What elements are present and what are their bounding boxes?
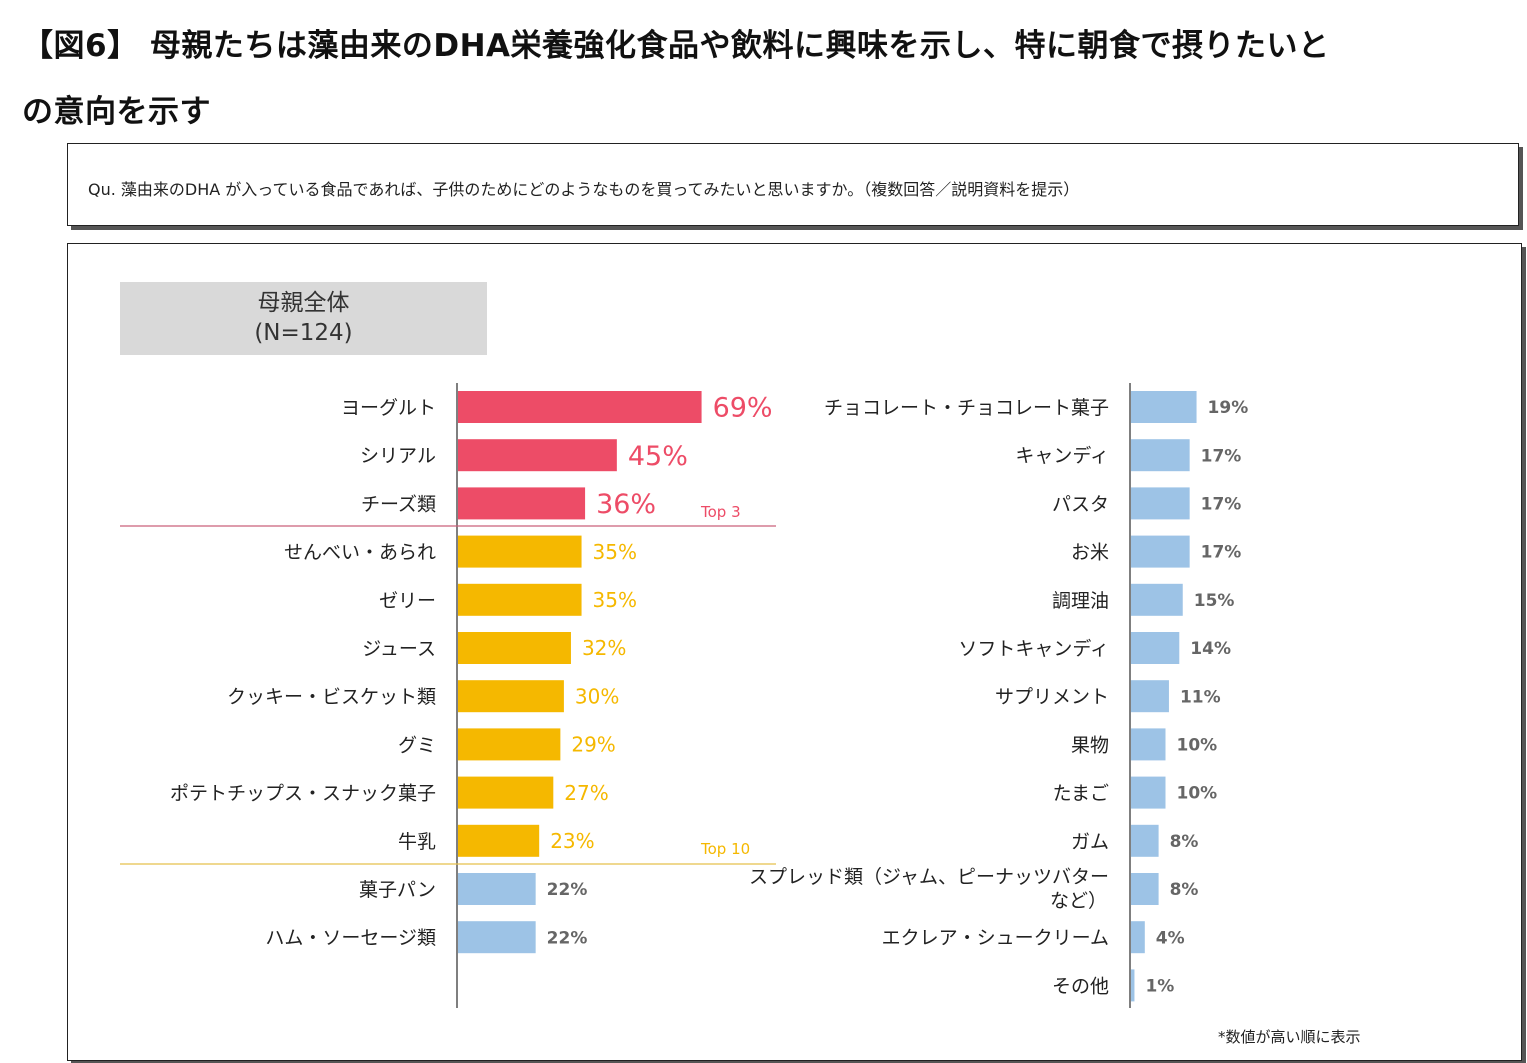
left-value-label: 45% — [628, 441, 688, 472]
top3-marker-label: Top 3 — [700, 503, 741, 521]
right-category-label: エクレア・シュークリーム — [882, 927, 1109, 949]
left-bar — [458, 583, 582, 616]
right-value-label: 10% — [1177, 784, 1218, 804]
left-bar — [458, 632, 571, 664]
left-bar — [458, 439, 617, 472]
right-category-label: ガム — [1071, 831, 1109, 853]
question-box: Qu. 藻由来のDHA が入っている食品であれば、子供のためにどのようなものを買… — [67, 143, 1519, 226]
left-value-label: 36% — [596, 489, 656, 520]
right-value-label: 8% — [1170, 880, 1199, 900]
left-value-label: 35% — [593, 588, 637, 612]
left-category-label: チーズ類 — [361, 493, 436, 515]
left-category-label: ジュース — [362, 638, 436, 660]
right-category-label: パスタ — [1052, 493, 1109, 515]
right-value-label: 4% — [1156, 928, 1185, 948]
right-bar — [1131, 632, 1180, 664]
right-value-label: 15% — [1194, 591, 1235, 611]
left-category-label: ゼリー — [379, 590, 436, 612]
right-value-label: 19% — [1208, 398, 1249, 418]
left-bar — [458, 728, 561, 761]
left-value-label: 35% — [593, 540, 637, 564]
left-value-label: 29% — [571, 733, 615, 757]
left-category-label: シリアル — [360, 445, 436, 467]
right-category-label: キャンディ — [1015, 445, 1109, 467]
left-value-label: 22% — [547, 928, 588, 948]
right-bar — [1131, 824, 1159, 857]
left-bar — [458, 776, 554, 809]
left-value-label: 32% — [582, 636, 626, 660]
left-bar — [458, 391, 702, 423]
left-bar — [458, 680, 564, 713]
left-bar — [458, 535, 582, 568]
right-category-label: サプリメント — [995, 686, 1109, 708]
respondent-group-box: 母親全体 (N=124) — [120, 282, 487, 355]
figure-title-line1: 【図6】 母親たちは藻由来のDHA栄養強化食品や飲料に興味を示し、特に朝食で摂り… — [22, 28, 1330, 64]
right-category-label: ソフトキャンディ — [958, 638, 1109, 660]
left-category-label: ヨーグルト — [341, 397, 436, 419]
right-category-label: 調理油 — [1052, 590, 1109, 612]
right-category-label: 果物 — [1071, 734, 1109, 756]
right-bar — [1131, 921, 1145, 954]
right-bar — [1131, 873, 1159, 905]
footnote: *数値が高い順に表示 — [1218, 1028, 1361, 1046]
right-category-label: など） — [1050, 890, 1107, 912]
right-bar — [1131, 776, 1166, 809]
left-bar — [458, 921, 536, 954]
right-value-label: 17% — [1201, 495, 1242, 515]
left-value-label: 69% — [713, 393, 773, 424]
right-value-label: 14% — [1190, 639, 1231, 659]
chart-panel — [67, 243, 1522, 1061]
right-category-label: お米 — [1071, 542, 1109, 564]
right-category-label: スプレッド類（ジャム、ピーナッツバター — [749, 866, 1109, 888]
right-category-label: その他 — [1052, 975, 1109, 997]
right-bar — [1131, 391, 1197, 423]
right-bar — [1131, 680, 1169, 713]
right-bar — [1131, 583, 1183, 616]
left-category-label: 牛乳 — [398, 831, 436, 853]
left-bar — [458, 824, 540, 857]
right-value-label: 17% — [1201, 446, 1242, 466]
left-category-label: 菓子パン — [359, 879, 436, 901]
right-value-label: 8% — [1170, 832, 1199, 852]
right-value-label: 17% — [1201, 543, 1242, 563]
figure-title-line2: の意向を示す — [22, 94, 211, 130]
left-category-label: ポテトチップス・スナック菓子 — [170, 783, 436, 805]
left-bar — [458, 487, 586, 520]
left-value-label: 23% — [550, 829, 594, 853]
right-bar — [1131, 728, 1166, 761]
group-sample-size: (N=124) — [254, 320, 353, 346]
left-category-label: ハム・ソーセージ類 — [265, 927, 436, 949]
group-label: 母親全体 — [257, 290, 350, 316]
right-value-label: 11% — [1180, 687, 1221, 707]
right-bar — [1131, 439, 1190, 472]
top10-marker-label: Top 10 — [700, 840, 750, 858]
left-bar — [458, 873, 536, 905]
right-category-label: たまご — [1053, 783, 1109, 805]
left-category-label: クッキー・ビスケット類 — [227, 686, 436, 708]
right-value-label: 10% — [1177, 736, 1218, 756]
question-text: Qu. 藻由来のDHA が入っている食品であれば、子供のためにどのようなものを買… — [88, 180, 1080, 199]
right-bar — [1131, 535, 1190, 568]
left-category-label: グミ — [398, 734, 436, 756]
right-bar — [1131, 487, 1190, 520]
right-bar — [1131, 969, 1135, 1002]
left-value-label: 27% — [564, 781, 608, 805]
left-value-label: 22% — [547, 880, 588, 900]
left-category-label: せんべい・あられ — [284, 542, 436, 564]
left-value-label: 30% — [575, 684, 619, 708]
right-category-label: チョコレート・チョコレート菓子 — [824, 397, 1109, 419]
right-value-label: 1% — [1145, 977, 1174, 997]
